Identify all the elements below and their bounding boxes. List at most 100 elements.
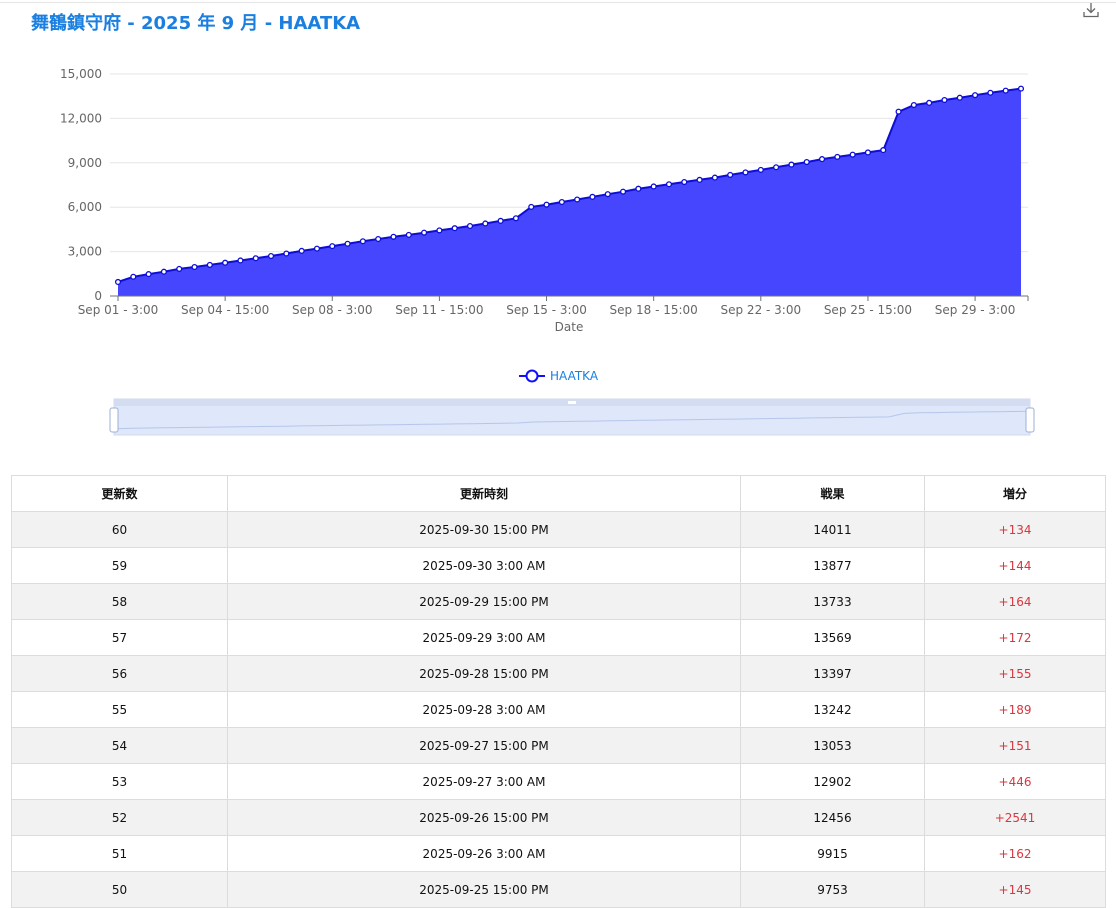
data-point[interactable]: [375, 235, 382, 243]
data-point[interactable]: [941, 96, 948, 104]
data-point[interactable]: [237, 257, 244, 264]
page-title: 舞鶴鎮守府 - 2025 年 9 月 - HAATKA: [31, 13, 361, 34]
update-count-cell: 52: [11, 799, 228, 836]
data-point[interactable]: [421, 229, 428, 236]
update-count-cell: 53: [11, 763, 228, 800]
increment-cell: +172: [924, 619, 1106, 656]
update-time-cell: 2025-09-29 15:00 PM: [227, 583, 741, 620]
data-point[interactable]: [160, 268, 167, 275]
data-point[interactable]: [528, 203, 535, 210]
data-point[interactable]: [742, 169, 749, 176]
data-point[interactable]: [191, 263, 198, 271]
column-header[interactable]: 戦果: [740, 475, 925, 512]
increment-cell: +189: [924, 691, 1106, 728]
x-tick-label: Sep 22 - 3:00: [721, 303, 802, 317]
data-point[interactable]: [926, 99, 933, 106]
data-point[interactable]: [620, 188, 627, 195]
data-point[interactable]: [543, 201, 550, 208]
data-point[interactable]: [849, 151, 856, 158]
update-time-cell: 2025-09-27 15:00 PM: [227, 727, 741, 764]
data-point[interactable]: [956, 94, 963, 101]
x-tick-label: Sep 01 - 3:00: [78, 303, 159, 317]
data-point[interactable]: [436, 227, 443, 234]
data-point[interactable]: [313, 245, 321, 252]
download-icon[interactable]: [1082, 1, 1100, 19]
data-point[interactable]: [466, 222, 474, 230]
update-count-cell: 57: [11, 619, 228, 656]
data-point[interactable]: [880, 147, 887, 154]
table-row: 58 2025-09-29 15:00 PM 13733 +164: [11, 583, 1106, 620]
y-tick-label: 3,000: [68, 245, 102, 259]
data-point[interactable]: [222, 259, 229, 266]
data-point[interactable]: [268, 252, 275, 260]
data-point[interactable]: [1017, 85, 1025, 92]
data-point[interactable]: [130, 273, 137, 280]
x-tick-label: Sep 29 - 3:00: [935, 303, 1016, 317]
data-point[interactable]: [574, 196, 581, 203]
x-axis-title: Date: [555, 320, 584, 334]
data-point[interactable]: [711, 174, 718, 181]
data-point[interactable]: [788, 161, 795, 168]
data-point[interactable]: [451, 225, 458, 232]
data-point[interactable]: [390, 233, 397, 240]
data-point[interactable]: [329, 243, 336, 250]
data-point[interactable]: [145, 271, 152, 278]
data-point[interactable]: [773, 164, 780, 171]
data-point[interactable]: [696, 176, 703, 183]
increment-cell: +151: [924, 727, 1106, 764]
data-point[interactable]: [482, 220, 489, 227]
update-time-cell: 2025-09-26 3:00 AM: [227, 835, 741, 872]
score-cell: 9753: [740, 871, 925, 908]
update-count-cell: 60: [11, 511, 228, 548]
zoom-handle-right[interactable]: [1025, 407, 1035, 433]
data-point[interactable]: [1002, 87, 1009, 94]
update-time-cell: 2025-09-28 3:00 AM: [227, 691, 741, 728]
data-point[interactable]: [895, 108, 902, 115]
data-point[interactable]: [665, 181, 673, 188]
data-point[interactable]: [176, 265, 183, 272]
line-chart[interactable]: Sep 01 - 3:00 Sep 04 - 15:00 Sep 08 - 3:00…: [0, 0, 1116, 470]
data-point[interactable]: [834, 153, 841, 160]
column-header[interactable]: 更新数: [11, 475, 228, 512]
table-row: 51 2025-09-26 3:00 AM 9915 +162: [11, 835, 1106, 872]
data-point[interactable]: [252, 255, 259, 262]
data-point[interactable]: [405, 231, 412, 238]
score-cell: 13053: [740, 727, 925, 764]
data-point[interactable]: [727, 171, 734, 178]
data-point[interactable]: [635, 185, 642, 192]
data-point[interactable]: [987, 89, 994, 96]
zoom-handle-left[interactable]: [109, 407, 119, 433]
data-point[interactable]: [972, 92, 979, 99]
data-point[interactable]: [757, 166, 764, 173]
data-point[interactable]: [681, 178, 688, 186]
data-point[interactable]: [818, 156, 826, 163]
update-time-cell: 2025-09-30 15:00 PM: [227, 511, 741, 548]
data-point[interactable]: [589, 193, 596, 200]
data-point[interactable]: [604, 191, 611, 198]
legend[interactable]: HAATKA: [519, 369, 599, 383]
data-point[interactable]: [114, 278, 122, 285]
data-point[interactable]: [206, 261, 213, 268]
column-header[interactable]: 更新時刻: [227, 475, 741, 512]
data-point[interactable]: [803, 159, 810, 166]
update-time-cell: 2025-09-28 15:00 PM: [227, 655, 741, 692]
update-count-cell: 58: [11, 583, 228, 620]
update-count-cell: 51: [11, 835, 228, 872]
data-point[interactable]: [650, 183, 657, 190]
y-tick-label: 15,000: [60, 67, 102, 81]
data-point[interactable]: [344, 240, 351, 247]
data-point[interactable]: [298, 247, 305, 254]
score-cell: 13877: [740, 547, 925, 584]
data-zoom-slider[interactable]: [109, 398, 1035, 436]
data-point[interactable]: [359, 238, 366, 245]
data-point[interactable]: [283, 250, 290, 257]
y-tick-label: 9,000: [68, 156, 102, 170]
data-point[interactable]: [512, 215, 519, 222]
data-point[interactable]: [864, 149, 871, 156]
data-point[interactable]: [497, 217, 504, 224]
increment-cell: +145: [924, 871, 1106, 908]
column-header[interactable]: 増分: [924, 475, 1106, 512]
data-point[interactable]: [910, 102, 917, 109]
data-point[interactable]: [558, 198, 565, 206]
update-count-cell: 54: [11, 727, 228, 764]
